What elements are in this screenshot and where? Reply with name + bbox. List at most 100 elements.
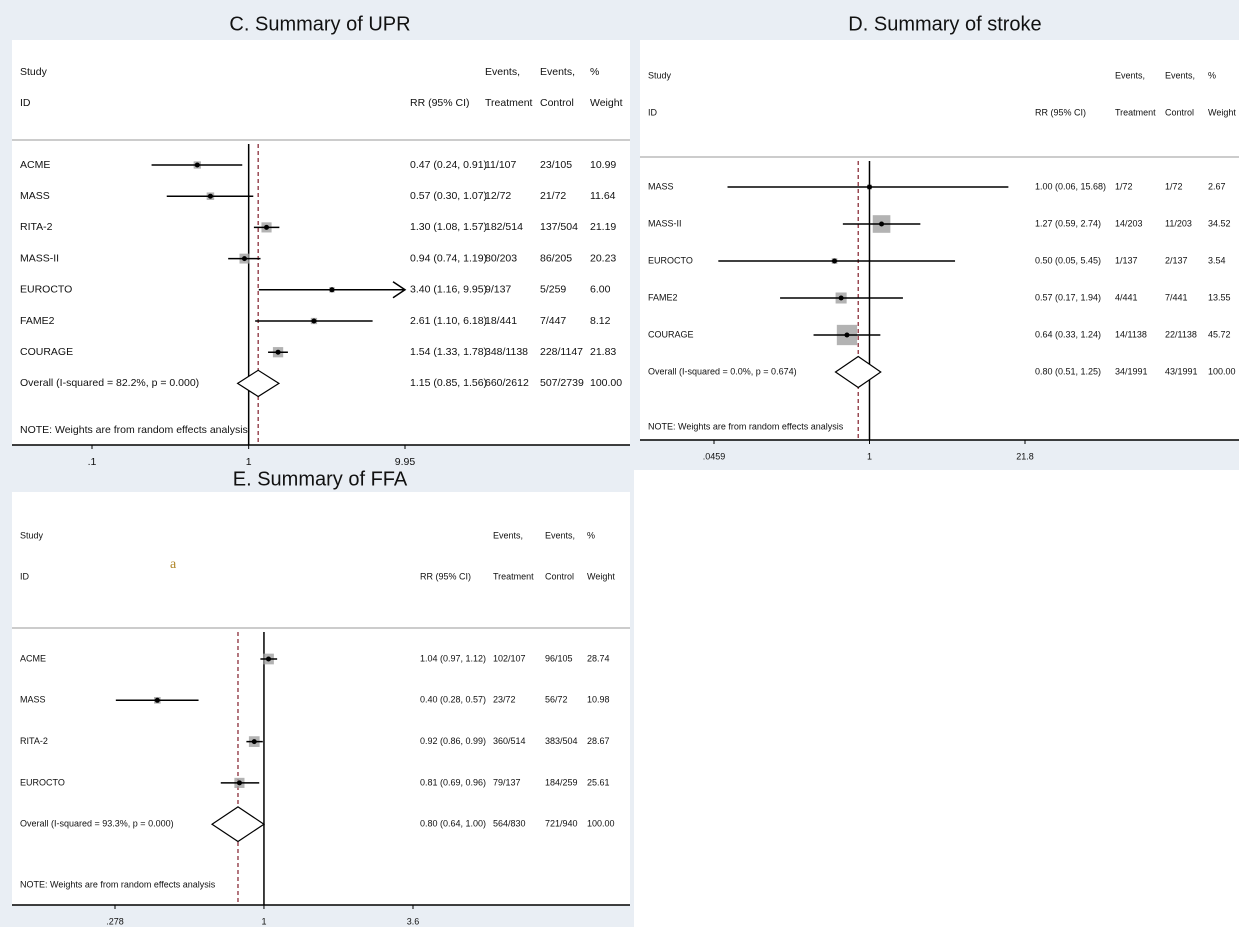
- header: Treatment: [1115, 107, 1156, 117]
- panel-title: D. Summary of stroke: [848, 13, 1041, 35]
- header: Events,: [540, 66, 575, 78]
- panel-title: E. Summary of FFA: [233, 468, 408, 490]
- events-treatment: 80/203: [485, 252, 517, 264]
- events-treatment: 1/72: [1115, 181, 1133, 191]
- events-control: 11/203: [1165, 218, 1192, 228]
- plot-area: [12, 492, 630, 905]
- events-treatment: 102/107: [493, 653, 526, 663]
- annotation: a: [170, 557, 177, 572]
- events-control: 137/504: [540, 221, 578, 233]
- point-estimate: [251, 739, 257, 745]
- x-tick-label: 1: [246, 456, 252, 468]
- events-treatment: 9/137: [485, 284, 511, 296]
- forest-panel: C. Summary of UPR Study ID RR (95% CI) Event…: [12, 13, 630, 468]
- header: ID: [20, 97, 31, 109]
- events-treatment: 14/203: [1115, 218, 1143, 228]
- forest-panel: D. Summary of stroke Study ID RR (95% CI) Ev…: [640, 13, 1239, 461]
- header: ID: [648, 107, 658, 117]
- study-name: MASS: [648, 181, 674, 191]
- x-tick-label: 1: [867, 451, 872, 461]
- rr-label: 1.27 (0.59, 2.74): [1035, 218, 1101, 228]
- events-control: 507/2739: [540, 377, 584, 389]
- x-tick-label: 21.8: [1016, 451, 1034, 461]
- header: Events,: [545, 530, 575, 540]
- events-control: 1/72: [1165, 181, 1183, 191]
- study-name: COURAGE: [648, 329, 694, 339]
- events-treatment: 23/72: [493, 695, 516, 705]
- study-name: MASS: [20, 695, 46, 705]
- header: %: [1208, 70, 1216, 80]
- overall-diamond: [236, 369, 281, 398]
- point-estimate: [275, 349, 281, 355]
- header: Control: [545, 571, 574, 581]
- header: %: [587, 530, 595, 540]
- rr-label: 0.40 (0.28, 0.57): [420, 695, 486, 705]
- study-name: MASS: [20, 190, 50, 202]
- rr-label: 1.04 (0.97, 1.12): [420, 653, 486, 663]
- point-estimate: [266, 656, 272, 662]
- rr-label: 0.57 (0.17, 1.94): [1035, 292, 1101, 302]
- header: Weight: [587, 571, 615, 581]
- header: Study: [20, 530, 44, 540]
- point-estimate: [879, 221, 885, 227]
- events-treatment: 12/72: [485, 190, 511, 202]
- study-name: EUROCTO: [648, 255, 693, 265]
- weight-label: 6.00: [590, 284, 611, 296]
- header: RR (95% CI): [420, 571, 471, 581]
- rr-label: 0.64 (0.33, 1.24): [1035, 329, 1101, 339]
- header: Weight: [1208, 107, 1236, 117]
- rr-label: 0.94 (0.74, 1.19): [410, 252, 487, 264]
- weight-label: 45.72: [1208, 329, 1231, 339]
- header: Control: [1165, 107, 1194, 117]
- events-control: 86/205: [540, 252, 572, 264]
- events-control: 383/504: [545, 736, 578, 746]
- events-control: 21/72: [540, 190, 566, 202]
- study-name: FAME2: [20, 315, 55, 327]
- events-control: 43/1991: [1165, 366, 1198, 376]
- events-treatment: 360/514: [493, 736, 526, 746]
- header: Events,: [1115, 70, 1145, 80]
- header: Treatment: [485, 97, 533, 109]
- point-estimate: [264, 224, 270, 230]
- events-treatment: 564/830: [493, 819, 526, 829]
- header: ID: [20, 571, 30, 581]
- weight-label: 21.83: [590, 346, 616, 358]
- study-name: COURAGE: [20, 346, 73, 358]
- rr-label: 1.15 (0.85, 1.56): [410, 377, 487, 389]
- weight-label: 3.54: [1208, 255, 1226, 265]
- weight-label: 20.23: [590, 252, 616, 264]
- header: Study: [648, 70, 672, 80]
- study-name: ACME: [20, 159, 50, 171]
- rr-label: 1.30 (1.08, 1.57): [410, 221, 487, 233]
- point-estimate: [866, 184, 872, 190]
- point-estimate: [241, 256, 247, 262]
- events-control: 96/105: [545, 653, 573, 663]
- rr-label: 0.80 (0.64, 1.00): [420, 819, 486, 829]
- weight-label: 34.52: [1208, 218, 1231, 228]
- events-treatment: 1/137: [1115, 255, 1138, 265]
- events-control: 721/940: [545, 819, 578, 829]
- overall-label: Overall (I-squared = 0.0%, p = 0.674): [648, 366, 797, 376]
- weight-label: 13.55: [1208, 292, 1231, 302]
- header: RR (95% CI): [1035, 107, 1086, 117]
- weight-label: 2.67: [1208, 181, 1226, 191]
- x-tick-label: .1: [88, 456, 97, 468]
- header: Events,: [493, 530, 523, 540]
- study-name: RITA-2: [20, 736, 48, 746]
- weight-label: 8.12: [590, 315, 611, 327]
- events-treatment: 4/441: [1115, 292, 1138, 302]
- rr-label: 0.80 (0.51, 1.25): [1035, 366, 1101, 376]
- rr-label: 0.47 (0.24, 0.91): [410, 159, 487, 171]
- header: Study: [20, 66, 48, 78]
- events-treatment: 79/137: [493, 777, 521, 787]
- weight-label: 28.74: [587, 653, 610, 663]
- events-control: 7/447: [540, 315, 566, 327]
- events-control: 184/259: [545, 777, 578, 787]
- events-control: 5/259: [540, 284, 566, 296]
- plot-area: [12, 40, 630, 445]
- events-treatment: 348/1138: [485, 346, 528, 358]
- rr-label: 0.81 (0.69, 0.96): [420, 777, 486, 787]
- weight-label: 100.00: [1208, 366, 1236, 376]
- header: Events,: [485, 66, 520, 78]
